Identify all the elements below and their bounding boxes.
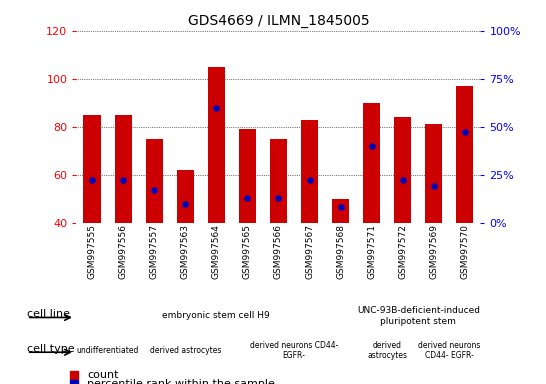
Point xyxy=(336,204,345,210)
Bar xyxy=(208,67,225,223)
Point xyxy=(274,195,283,201)
Text: GSM997565: GSM997565 xyxy=(243,224,252,279)
Point xyxy=(150,187,158,193)
Text: GSM997563: GSM997563 xyxy=(181,224,189,279)
Point xyxy=(399,177,407,184)
Text: GSM997557: GSM997557 xyxy=(150,224,159,279)
Bar xyxy=(115,115,132,223)
Bar xyxy=(425,124,442,223)
Title: GDS4669 / ILMN_1845005: GDS4669 / ILMN_1845005 xyxy=(188,14,369,28)
Bar xyxy=(177,170,194,223)
Text: GSM997570: GSM997570 xyxy=(460,224,470,279)
Point xyxy=(243,195,252,201)
Text: derived neurons CD44-
EGFR-: derived neurons CD44- EGFR- xyxy=(250,341,338,360)
Point xyxy=(181,200,189,207)
Bar xyxy=(332,199,349,223)
Point xyxy=(359,373,367,379)
Text: derived
astrocytes: derived astrocytes xyxy=(367,341,407,360)
Point xyxy=(461,129,470,136)
Text: cell line: cell line xyxy=(27,309,70,319)
Text: GSM997567: GSM997567 xyxy=(305,224,314,279)
Text: GSM997564: GSM997564 xyxy=(212,224,221,279)
Point xyxy=(367,143,376,149)
Point xyxy=(87,177,96,184)
Bar xyxy=(84,115,100,223)
Text: percentile rank within the sample: percentile rank within the sample xyxy=(87,379,275,384)
Text: derived neurons
CD44- EGFR-: derived neurons CD44- EGFR- xyxy=(418,341,480,360)
Point xyxy=(305,177,314,184)
Bar xyxy=(146,139,163,223)
Bar xyxy=(239,129,256,223)
Text: GSM997568: GSM997568 xyxy=(336,224,345,279)
Text: derived astrocytes: derived astrocytes xyxy=(150,346,221,355)
Point xyxy=(359,290,367,296)
Point xyxy=(212,104,221,111)
Text: GSM997572: GSM997572 xyxy=(398,224,407,279)
Bar xyxy=(301,119,318,223)
Text: GSM997571: GSM997571 xyxy=(367,224,376,279)
Text: GSM997556: GSM997556 xyxy=(118,224,128,279)
Bar xyxy=(394,117,411,223)
Text: count: count xyxy=(87,370,119,380)
Text: embryonic stem cell H9: embryonic stem cell H9 xyxy=(162,311,270,320)
Text: UNC-93B-deficient-induced
pluripotent stem: UNC-93B-deficient-induced pluripotent st… xyxy=(357,306,480,326)
Point xyxy=(118,177,127,184)
Bar xyxy=(363,103,380,223)
Text: GSM997569: GSM997569 xyxy=(429,224,438,279)
Point xyxy=(430,183,438,189)
Bar xyxy=(270,139,287,223)
Text: cell type: cell type xyxy=(27,344,74,354)
Text: GSM997566: GSM997566 xyxy=(274,224,283,279)
Text: GSM997555: GSM997555 xyxy=(87,224,97,279)
Text: undifferentiated: undifferentiated xyxy=(76,346,139,355)
Bar xyxy=(456,86,473,223)
